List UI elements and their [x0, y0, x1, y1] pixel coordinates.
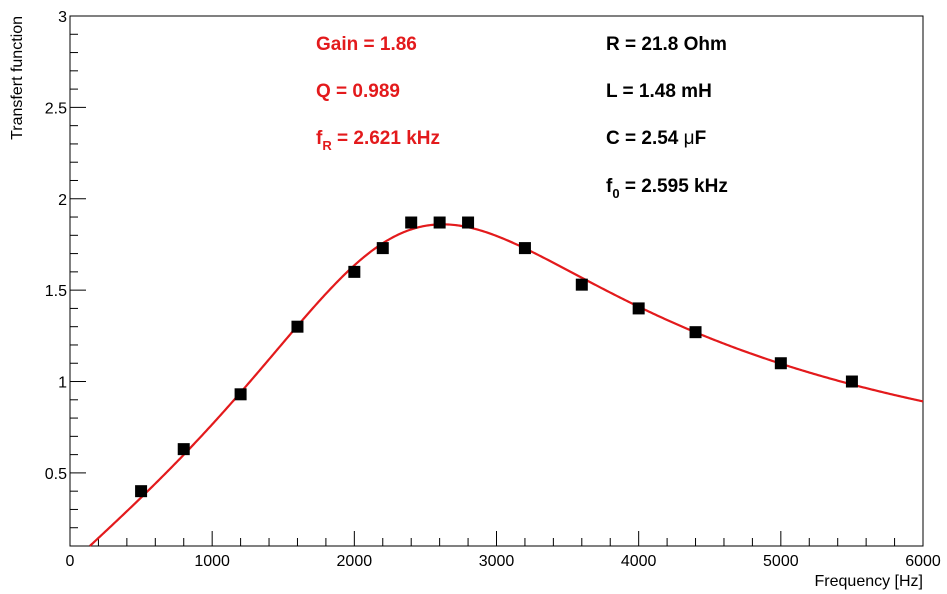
x-tick-label: 1000 — [194, 553, 230, 570]
y-tick-label: 1 — [58, 375, 67, 392]
y-tick-label: 2.5 — [45, 100, 67, 117]
data-point — [774, 357, 787, 370]
y-tick-label: 3 — [58, 9, 67, 26]
x-tick-label: 4000 — [621, 553, 657, 570]
data-point — [177, 443, 190, 456]
fit-annotation: Gain = 1.86 — [316, 34, 417, 55]
data-points — [135, 216, 858, 498]
fit-annotation: fR = 2.621 kHz — [316, 128, 440, 153]
data-point — [291, 320, 304, 333]
data-point — [348, 265, 361, 278]
fit-curve — [89, 223, 924, 547]
data-point — [689, 326, 702, 339]
y-tick-label: 1.5 — [45, 283, 67, 300]
fit-annotation: L = 1.48 mH — [606, 81, 712, 102]
data-point — [518, 242, 531, 255]
y-tick-label: 2 — [58, 192, 67, 209]
x-axis-title: Frequency [Hz] — [815, 573, 923, 590]
x-axis-ticks: 0 1000 2000 3000 4000 5000 6000 — [66, 531, 941, 570]
x-tick-label: 6000 — [905, 553, 941, 570]
x-tick-label: 3000 — [479, 553, 515, 570]
x-tick-label: 5000 — [763, 553, 799, 570]
y-tick-label: 0.5 — [45, 466, 67, 483]
fit-annotation: C = 2.54 μF — [606, 128, 706, 149]
data-point — [462, 216, 475, 229]
fit-annotation: Q = 0.989 — [316, 81, 400, 102]
data-point — [376, 242, 389, 255]
x-tick-label: 0 — [66, 553, 75, 570]
plot-frame — [69, 15, 924, 547]
data-point — [845, 375, 858, 388]
fit-annotations: Gain = 1.86 Q = 0.989 fR = 2.621 kHz R = 21… — [316, 34, 728, 201]
data-point — [632, 302, 645, 315]
data-point — [234, 388, 247, 401]
fit-annotation: R = 21.8 Ohm — [606, 34, 727, 55]
data-point — [135, 485, 148, 498]
data-point — [433, 216, 446, 229]
fit-annotation: f0 = 2.595 kHz — [606, 176, 728, 201]
y-axis-title: Transfert function — [9, 16, 26, 140]
data-point — [575, 278, 588, 291]
data-point — [405, 216, 418, 229]
y-axis-ticks: 0.5 1 1.5 2 2.5 3 — [45, 9, 86, 547]
x-tick-label: 2000 — [337, 553, 373, 570]
